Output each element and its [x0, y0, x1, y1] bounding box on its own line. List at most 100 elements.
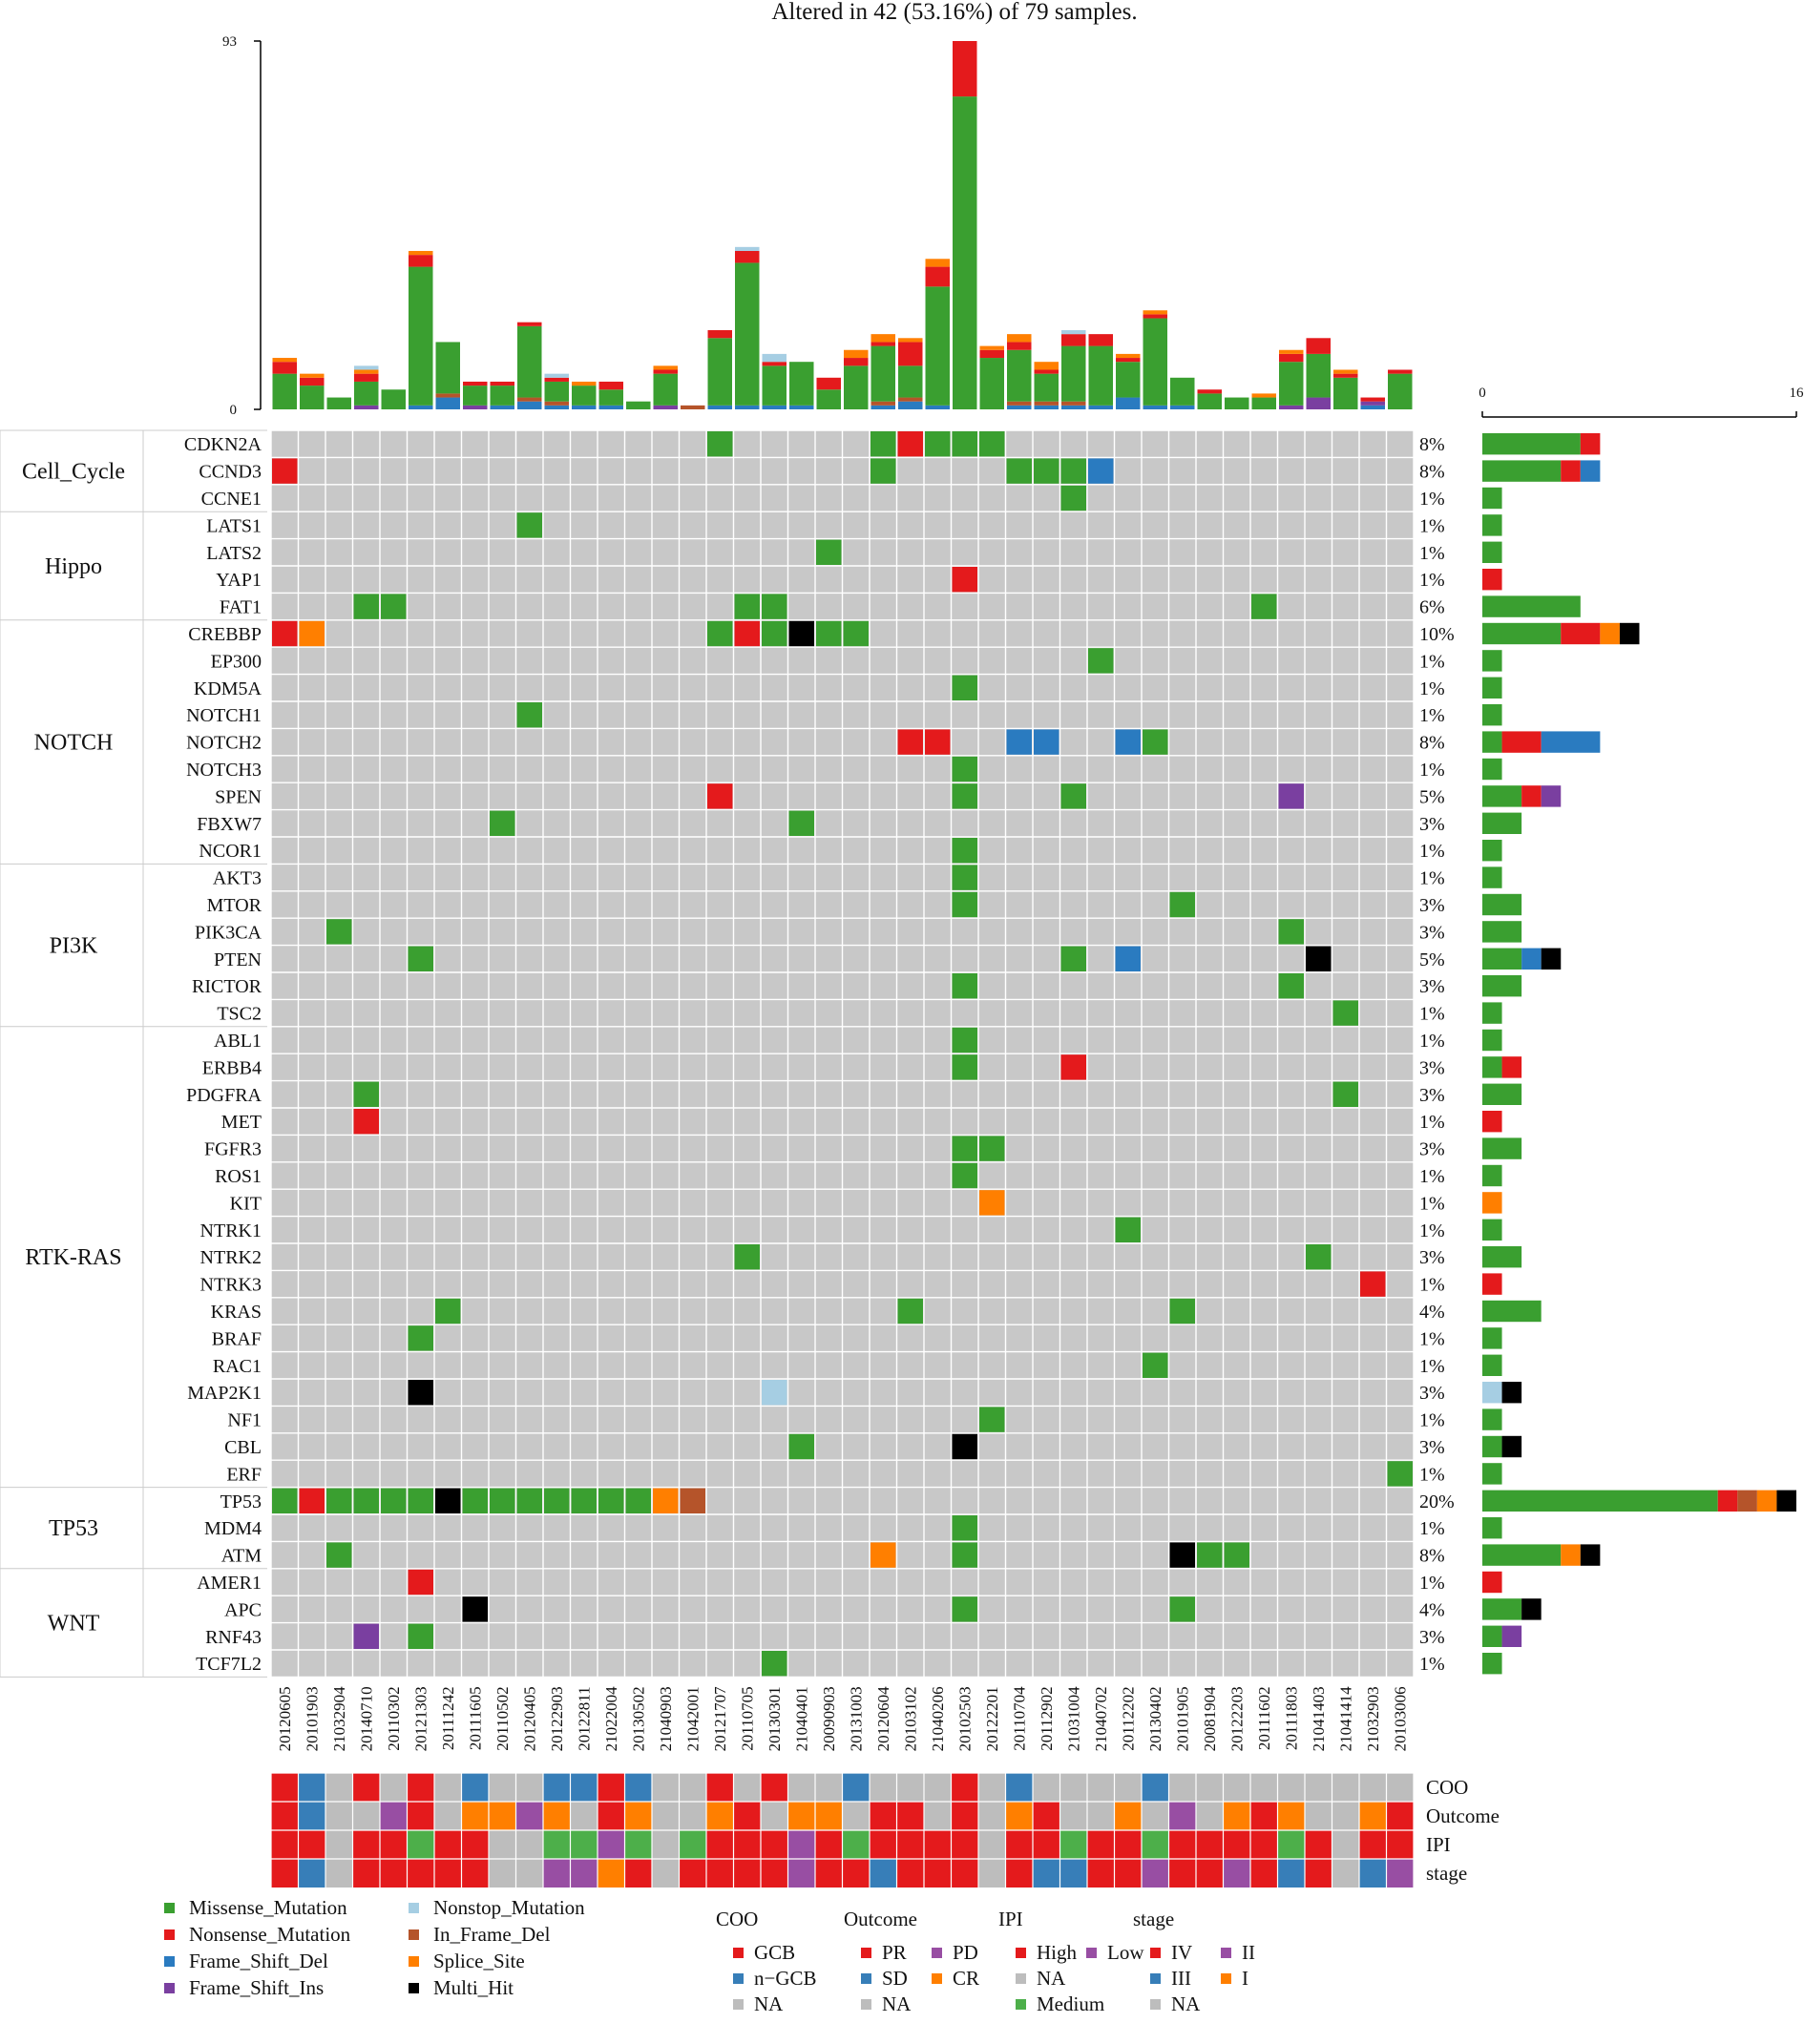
gene-label: LATS2 [206, 543, 262, 564]
tmb-bar-segment [979, 358, 1004, 409]
mutation-cell [871, 431, 896, 457]
tmb-bar-segment [435, 393, 460, 398]
sample-label: 20101905 [1174, 1686, 1192, 1751]
clinical-cell [434, 1859, 462, 1888]
clinical-cell [1332, 1859, 1359, 1888]
gene-bar-segment [1482, 1164, 1502, 1187]
mutation-cell [1224, 1542, 1249, 1568]
legend-label: High [1037, 1941, 1078, 1964]
clinical-cell [407, 1773, 434, 1802]
clinical-cell [842, 1773, 870, 1802]
clinical-cell [1087, 1830, 1115, 1859]
clinical-cell [1087, 1773, 1115, 1802]
mutation-cell [353, 594, 379, 619]
legend-label: Low [1107, 1941, 1144, 1964]
gene-bar-segment [1482, 893, 1522, 916]
mutation-cell [734, 620, 760, 647]
clinical-cell [924, 1802, 952, 1830]
mutation-cell [734, 1244, 760, 1270]
clinical-cell [787, 1830, 815, 1859]
tmb-bar-segment [381, 389, 406, 409]
sample-label: 20121707 [711, 1686, 729, 1752]
legend-label: III [1171, 1967, 1191, 1990]
mutation-cell [299, 620, 325, 647]
tmb-bar-segment [544, 377, 569, 382]
mutation-cell [952, 1596, 977, 1622]
gene-bar-segment [1482, 975, 1522, 997]
clinical-cell [325, 1802, 353, 1830]
gene-frequency: 1% [1419, 678, 1445, 699]
gene-frequency: 1% [1419, 841, 1445, 862]
gene-frequency: 1% [1419, 1166, 1445, 1187]
clinical-cell [1359, 1802, 1387, 1830]
tmb-bar-segment [898, 338, 923, 343]
gene-label: NCOR1 [199, 841, 262, 862]
tmb-bar-segment [490, 381, 514, 386]
mutation-cell [762, 1651, 787, 1677]
sample-label: 20103006 [1392, 1686, 1410, 1751]
tmb-bar-segment [871, 342, 895, 346]
legend-title: stage [1133, 1908, 1174, 1930]
clinical-cell [1114, 1830, 1142, 1859]
tmb-bar-segment [762, 365, 787, 406]
clinical-cell [1114, 1859, 1142, 1888]
mutation-cell [516, 1488, 542, 1513]
gene-frequency: 1% [1419, 1275, 1445, 1296]
clinical-cell [1250, 1859, 1278, 1888]
clinical-cell [896, 1802, 924, 1830]
gene-frequency: 8% [1419, 434, 1445, 455]
mutation-cell [1169, 1298, 1195, 1324]
tmb-bar-segment [1279, 353, 1304, 363]
tmb-bar-segment [517, 401, 542, 409]
gene-label: PTEN [214, 949, 262, 970]
gene-frequency: 10% [1419, 624, 1455, 645]
legend-label: GCB [754, 1941, 795, 1964]
gene-label: AMER1 [197, 1573, 262, 1594]
tmb-bar-segment [1116, 397, 1141, 409]
clinical-cell [761, 1859, 788, 1888]
mutation-cell [952, 1542, 977, 1568]
clinical-cell [1305, 1773, 1332, 1802]
mutation-cell [979, 431, 1005, 457]
clinical-cell [978, 1830, 1006, 1859]
clinical-cell [271, 1802, 299, 1830]
legend-label: Frame_Shift_Del [189, 1950, 328, 1972]
clinical-cell [842, 1859, 870, 1888]
mutation-cell [952, 567, 977, 593]
mutation-cell [1332, 1081, 1358, 1107]
gene-label: LATS1 [206, 515, 262, 536]
gene-label: NOTCH3 [186, 760, 262, 781]
clinical-cell [761, 1802, 788, 1830]
clinical-cell [1142, 1773, 1169, 1802]
mutation-cell [788, 1433, 814, 1460]
gene-label: NF1 [227, 1410, 262, 1431]
sample-label: 20122201 [983, 1686, 1001, 1751]
clinical-cell [761, 1830, 788, 1859]
mutation-cell [1387, 1461, 1413, 1487]
clinical-cell [598, 1830, 625, 1859]
clinical-cell [1033, 1830, 1060, 1859]
pathway-label: TP53 [49, 1516, 98, 1541]
pathway-label: NOTCH [34, 731, 114, 756]
gene-label: EP300 [211, 651, 262, 672]
gene-bar-segment [1482, 622, 1562, 645]
mutation-cell [816, 539, 842, 565]
sample-label: 20131003 [848, 1686, 866, 1751]
sample-label: 20120605 [276, 1686, 294, 1751]
tmb-bar-segment [898, 401, 923, 409]
tmb-bar-segment [354, 381, 379, 406]
mutation-cell [544, 1488, 570, 1513]
mutation-cell [952, 675, 977, 700]
tmb-bar-segment [1088, 345, 1113, 406]
sample-label: 20121303 [412, 1686, 430, 1751]
gene-bar-segment [1482, 1598, 1522, 1620]
gene-frequency: 1% [1419, 489, 1445, 510]
tmb-bar-segment [1279, 362, 1304, 406]
tmb-bar-segment [1061, 405, 1086, 409]
clinical-cell [434, 1830, 462, 1859]
gene-bar-segment [1501, 1625, 1522, 1647]
tmb-bar-segment [1360, 405, 1385, 409]
clinical-cell [761, 1773, 788, 1802]
clinical-cell [679, 1830, 706, 1859]
tmb-bar-segment [463, 405, 488, 409]
